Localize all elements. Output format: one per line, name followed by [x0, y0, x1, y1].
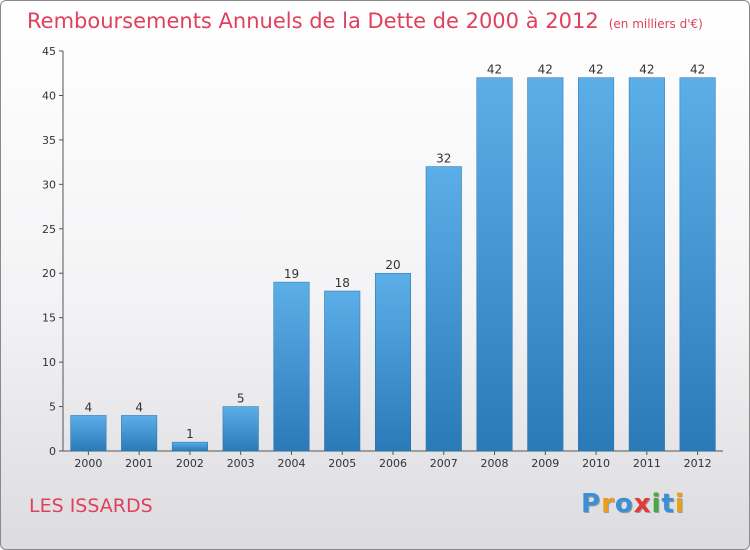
logo-letter: i — [651, 489, 662, 519]
y-tick-label: 15 — [42, 312, 56, 325]
x-tick-label-2005: 2005 — [328, 457, 356, 470]
y-tick-label: 0 — [49, 445, 56, 458]
x-tick-label-2011: 2011 — [633, 457, 661, 470]
bar-2009 — [527, 77, 564, 452]
chart-bars: 4 4 1 5 19 18 20 32 42 42 42 42 42 — [70, 63, 716, 452]
bar-2007 — [425, 166, 462, 452]
y-tick-label: 5 — [49, 401, 56, 414]
bar-2001 — [121, 415, 158, 452]
x-tick-label-2000: 2000 — [74, 457, 102, 470]
value-label-2002: 1 — [186, 427, 194, 441]
value-label-2010: 42 — [588, 63, 603, 77]
logo-letter: t — [661, 489, 675, 519]
bar-2005 — [324, 290, 361, 452]
y-tick-label: 20 — [42, 267, 56, 280]
bar-2006 — [374, 272, 412, 452]
bar-2011 — [628, 77, 665, 452]
logo-letter: x — [633, 489, 652, 519]
y-tick-label: 25 — [42, 223, 56, 236]
y-tick-label: 45 — [42, 45, 56, 58]
logo-letter: P — [581, 489, 602, 519]
bar-2012 — [679, 77, 716, 452]
x-tick-label-2012: 2012 — [684, 457, 712, 470]
bar-2003 — [222, 406, 259, 452]
value-label-2001: 4 — [135, 400, 143, 414]
x-tick-label-2010: 2010 — [582, 457, 610, 470]
value-label-2007: 32 — [436, 152, 451, 166]
value-label-2000: 4 — [85, 400, 93, 414]
bar-2010 — [578, 77, 615, 452]
value-label-2005: 18 — [335, 276, 350, 290]
x-tick-label-2003: 2003 — [227, 457, 255, 470]
chart-title-text: Remboursements Annuels de la Dette de 20… — [27, 9, 599, 33]
x-tick-label-2008: 2008 — [481, 457, 509, 470]
bar-2000 — [70, 415, 107, 452]
bar-2002 — [171, 441, 208, 452]
y-tick-label: 35 — [42, 134, 56, 147]
value-label-2011: 42 — [639, 63, 654, 77]
logo-letter: o — [614, 489, 634, 519]
logo-letter: i — [674, 489, 685, 519]
x-tick-label-2004: 2004 — [277, 457, 305, 470]
bar-2004 — [273, 281, 310, 452]
commune-name: LES ISSARDS — [29, 495, 153, 517]
x-tick-label-2007: 2007 — [430, 457, 458, 470]
bar-2008 — [476, 77, 513, 452]
value-label-2003: 5 — [237, 392, 245, 406]
y-tick-label: 10 — [42, 356, 56, 369]
x-tick-label-2002: 2002 — [176, 457, 204, 470]
value-label-2008: 42 — [487, 63, 502, 77]
y-tick-label: 30 — [42, 178, 56, 191]
value-label-2012: 42 — [690, 63, 705, 77]
proxiti-logo: Proxiti — [581, 489, 685, 519]
chart-unit: (en milliers d'€) — [608, 17, 703, 31]
x-tick-label-2006: 2006 — [379, 457, 407, 470]
y-tick-label: 40 — [42, 89, 56, 102]
value-label-2009: 42 — [538, 63, 553, 77]
value-label-2006: 20 — [385, 258, 400, 272]
value-label-2004: 19 — [284, 267, 299, 281]
logo-letter: r — [601, 489, 615, 519]
chart-title: Remboursements Annuels de la Dette de 20… — [27, 9, 703, 33]
x-tick-label-2001: 2001 — [125, 457, 153, 470]
x-tick-label-2009: 2009 — [531, 457, 559, 470]
